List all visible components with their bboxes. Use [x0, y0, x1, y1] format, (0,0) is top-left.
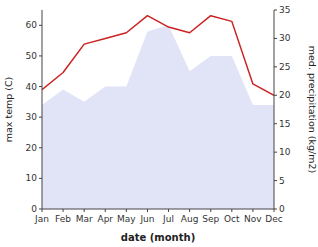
x-tick	[147, 209, 148, 212]
x-tick	[231, 209, 232, 212]
x-tick-label: Sep	[202, 214, 219, 224]
y2-axis-label: med. precipitation (kg/m2)	[307, 46, 318, 173]
y2-axis-line	[274, 10, 275, 209]
y2-tick	[274, 123, 277, 124]
y2-tick	[274, 180, 277, 181]
y-tick	[39, 147, 42, 148]
y2-tick	[274, 95, 277, 96]
y-tick-label: 60	[26, 20, 38, 30]
y-tick	[39, 209, 42, 210]
x-tick-label: Dec	[265, 214, 282, 224]
x-tick-label: Feb	[55, 214, 71, 224]
x-tick-label: Apr	[97, 214, 113, 224]
x-axis-label: date (month)	[121, 232, 195, 243]
x-tick-label: Mar	[76, 214, 93, 224]
x-tick-label: Oct	[224, 214, 240, 224]
plot-area	[42, 16, 274, 209]
x-tick-label: Aug	[181, 214, 199, 224]
y-tick-label: 40	[26, 82, 38, 92]
y2-tick-label: 15	[279, 119, 290, 129]
y-tick-label: 50	[26, 51, 38, 61]
x-tick-label: May	[117, 214, 136, 224]
x-tick	[105, 209, 106, 212]
line	[42, 16, 274, 96]
x-axis-line	[42, 209, 274, 210]
y-axis-line	[42, 10, 43, 209]
y-tick	[39, 117, 42, 118]
y-axis-label: max temp (C)	[3, 77, 14, 143]
y2-tick	[274, 209, 277, 210]
y-tick	[39, 86, 42, 87]
y2-tick	[274, 66, 277, 67]
y-tick	[39, 55, 42, 56]
y-tick	[39, 25, 42, 26]
x-tick	[63, 209, 64, 212]
y2-tick-label: 25	[279, 62, 290, 72]
y-tick-label: 20	[26, 143, 38, 153]
y2-tick	[274, 38, 277, 39]
x-tick-label: Jun	[139, 214, 154, 224]
x-tick	[210, 209, 211, 212]
chart: JanFebMarAprMayJunJulAugSepOctNovDec0102…	[0, 0, 318, 247]
y2-tick-label: 10	[279, 147, 291, 157]
x-tick	[189, 209, 190, 212]
y2-tick-label: 30	[279, 33, 291, 43]
y-tick-label: 10	[26, 173, 38, 183]
x-tick-label: Jan	[34, 214, 49, 224]
y-tick-label: 0	[31, 204, 37, 214]
y2-tick-label: 35	[279, 5, 290, 15]
y2-tick	[274, 152, 277, 153]
y-tick	[39, 178, 42, 179]
x-tick	[252, 209, 253, 212]
x-tick	[84, 209, 85, 212]
x-tick-label: Nov	[244, 214, 262, 224]
x-tick	[126, 209, 127, 212]
x-tick	[168, 209, 169, 212]
background	[0, 0, 318, 247]
y2-tick-label: 5	[279, 176, 285, 186]
y-tick-label: 30	[26, 112, 38, 122]
y2-tick-label: 0	[279, 204, 285, 214]
y2-tick	[274, 10, 277, 11]
y2-tick-label: 20	[279, 90, 291, 100]
x-tick-label: Jul	[162, 214, 174, 224]
